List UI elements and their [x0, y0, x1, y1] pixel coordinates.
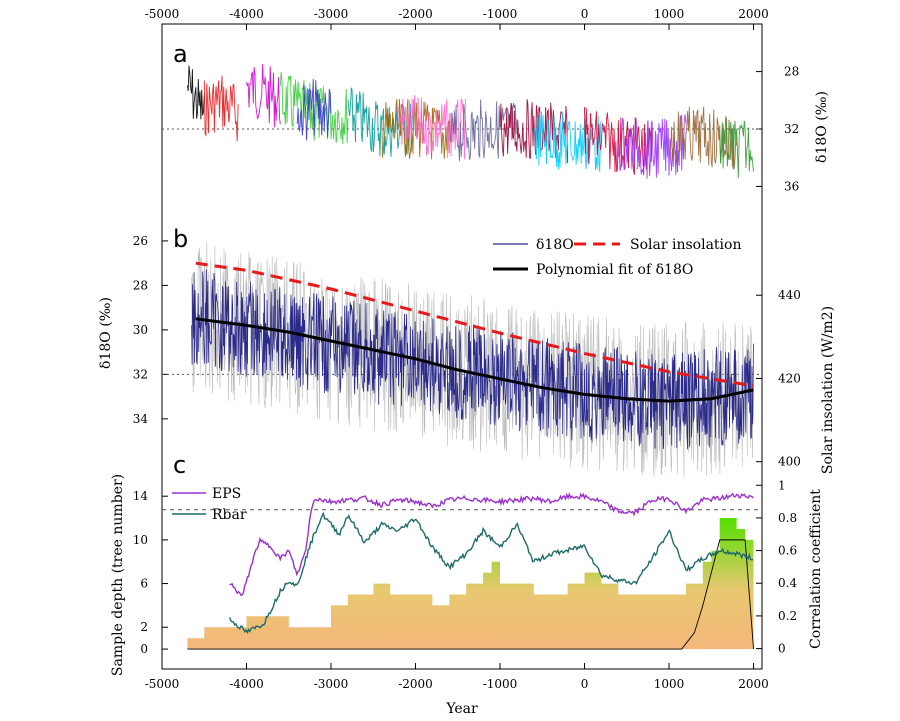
panel-a-series-0 [186, 65, 205, 120]
panel-c-legend: EPS Rbar [172, 486, 247, 523]
legend-solar-label: Solar insolation [630, 237, 741, 253]
b-right-axis-tick-label: 440 [778, 288, 801, 302]
x-axis-title: Year [445, 701, 478, 717]
legend-d18o-label: δ18O [536, 237, 574, 253]
bottom-x-tick-label: -4000 [229, 677, 264, 691]
panel-a-series-14 [719, 116, 754, 179]
panel-c-eps-series [229, 492, 754, 597]
panel-a-series-13 [668, 106, 738, 170]
bottom-x-tick-label: -2000 [398, 677, 433, 691]
panel-b-legend: δ18O Solar insolation Polynomial fit of … [493, 237, 741, 278]
panel-a-series-2 [246, 64, 281, 128]
top-x-axis: -5000 -4000 -3000 -2000 -1000 0 1000 2000 [145, 7, 769, 30]
top-x-tick-label: 2000 [738, 7, 769, 21]
panel-a-letter: a [173, 40, 188, 68]
c-right-axis-tick-label: 0.2 [778, 609, 797, 623]
c-right-axis-tick-label: 0.6 [778, 544, 797, 558]
panel-c-right-y-axis: 0 0.2 0.4 0.6 0.8 1 [756, 478, 797, 656]
c-left-axis-tick-label: 6 [140, 577, 148, 591]
b-left-axis-tick-label: 30 [133, 323, 148, 337]
panel-c-step-line [187, 539, 754, 650]
panel-b-letter: b [173, 225, 188, 253]
legend-poly-label: Polynomial fit of δ18O [536, 262, 693, 278]
c-right-axis-tick-label: 0.8 [778, 511, 797, 525]
c-left-axis-tick-label: 14 [133, 489, 149, 503]
panel-a-series-4 [296, 78, 332, 141]
panel-a-series-3 [279, 71, 349, 145]
bottom-x-axis: -5000 -4000 -3000 -2000 -1000 0 1000 2000 [145, 663, 769, 691]
panel-a-series-6 [381, 98, 450, 160]
panel-a-right-y-axis: 28 32 36 [756, 65, 799, 193]
c-right-axis-tick-label: 0 [778, 642, 786, 656]
panel-c-sample-depth-area [187, 518, 754, 650]
panel-a-series-7 [398, 95, 467, 160]
panel-c-rbar-series [228, 511, 754, 634]
panel-b-solar-insolation-series [195, 261, 754, 388]
legend-eps-label: EPS [212, 486, 241, 502]
panel-a-series-11 [584, 106, 653, 176]
c-left-axis-tick-label: 2 [140, 620, 148, 634]
top-x-tick-label: 1000 [654, 7, 685, 21]
top-x-tick-label: -2000 [398, 7, 433, 21]
bottom-x-tick-label: -3000 [314, 677, 349, 691]
panel-b-right-axis-title: Solar insolation (W/m2) [820, 306, 836, 474]
legend-rbar-label: Rbar [212, 507, 247, 523]
c-left-axis-tick-label: 10 [133, 533, 148, 547]
panel-b-left-y-axis: 26 28 30 32 34 [133, 234, 168, 426]
panel-c-plot [162, 492, 762, 650]
panel-a-plot [162, 64, 762, 179]
panel-b-right-y-axis: 400 420 440 [756, 288, 801, 469]
top-x-tick-label: -3000 [314, 7, 349, 21]
top-x-tick-label: -4000 [229, 7, 264, 21]
panel-c-letter: c [173, 451, 186, 479]
panel-b-d18o-series [191, 269, 754, 450]
top-x-tick-label: -5000 [145, 7, 180, 21]
bottom-x-tick-label: -1000 [483, 677, 518, 691]
bottom-x-tick-label: -5000 [145, 677, 180, 691]
bottom-x-tick-label: 2000 [738, 677, 769, 691]
b-right-axis-tick-label: 400 [778, 455, 801, 469]
c-left-axis-tick-label: 0 [140, 642, 148, 656]
top-x-tick-label: 0 [581, 7, 589, 21]
panel-c-left-axis-title: Sample depth (tree number) [110, 474, 126, 676]
a-right-axis-tick-label: 28 [784, 65, 799, 79]
top-x-tick-label: -1000 [483, 7, 518, 21]
b-left-axis-tick-label: 34 [133, 412, 149, 426]
panel-c-right-axis-title: Correlation coefficient [808, 489, 824, 649]
bottom-x-tick-label: 0 [581, 677, 589, 691]
b-left-axis-tick-label: 26 [133, 234, 148, 248]
b-right-axis-tick-label: 420 [778, 371, 801, 385]
a-right-axis-tick-label: 36 [784, 179, 799, 193]
a-right-axis-tick-label: 32 [784, 122, 799, 136]
panel-a-series-8 [448, 99, 518, 162]
panel-b-polynomial-fit-series [195, 317, 754, 403]
bottom-x-tick-label: 1000 [654, 677, 685, 691]
panel-c-left-y-axis: 0 2 6 10 14 [133, 489, 168, 656]
b-left-axis-tick-label: 32 [133, 367, 148, 381]
c-right-axis-tick-label: 0.4 [778, 576, 797, 590]
panel-a-series-1 [203, 75, 239, 142]
panel-b-left-axis-title: δ18O (‰) [98, 297, 114, 369]
c-right-axis-tick-label: 1 [778, 478, 786, 492]
b-left-axis-tick-label: 28 [133, 278, 148, 292]
panel-a-right-axis-title: δ18O (‰) [814, 91, 830, 163]
panel-b-plot [162, 242, 762, 478]
